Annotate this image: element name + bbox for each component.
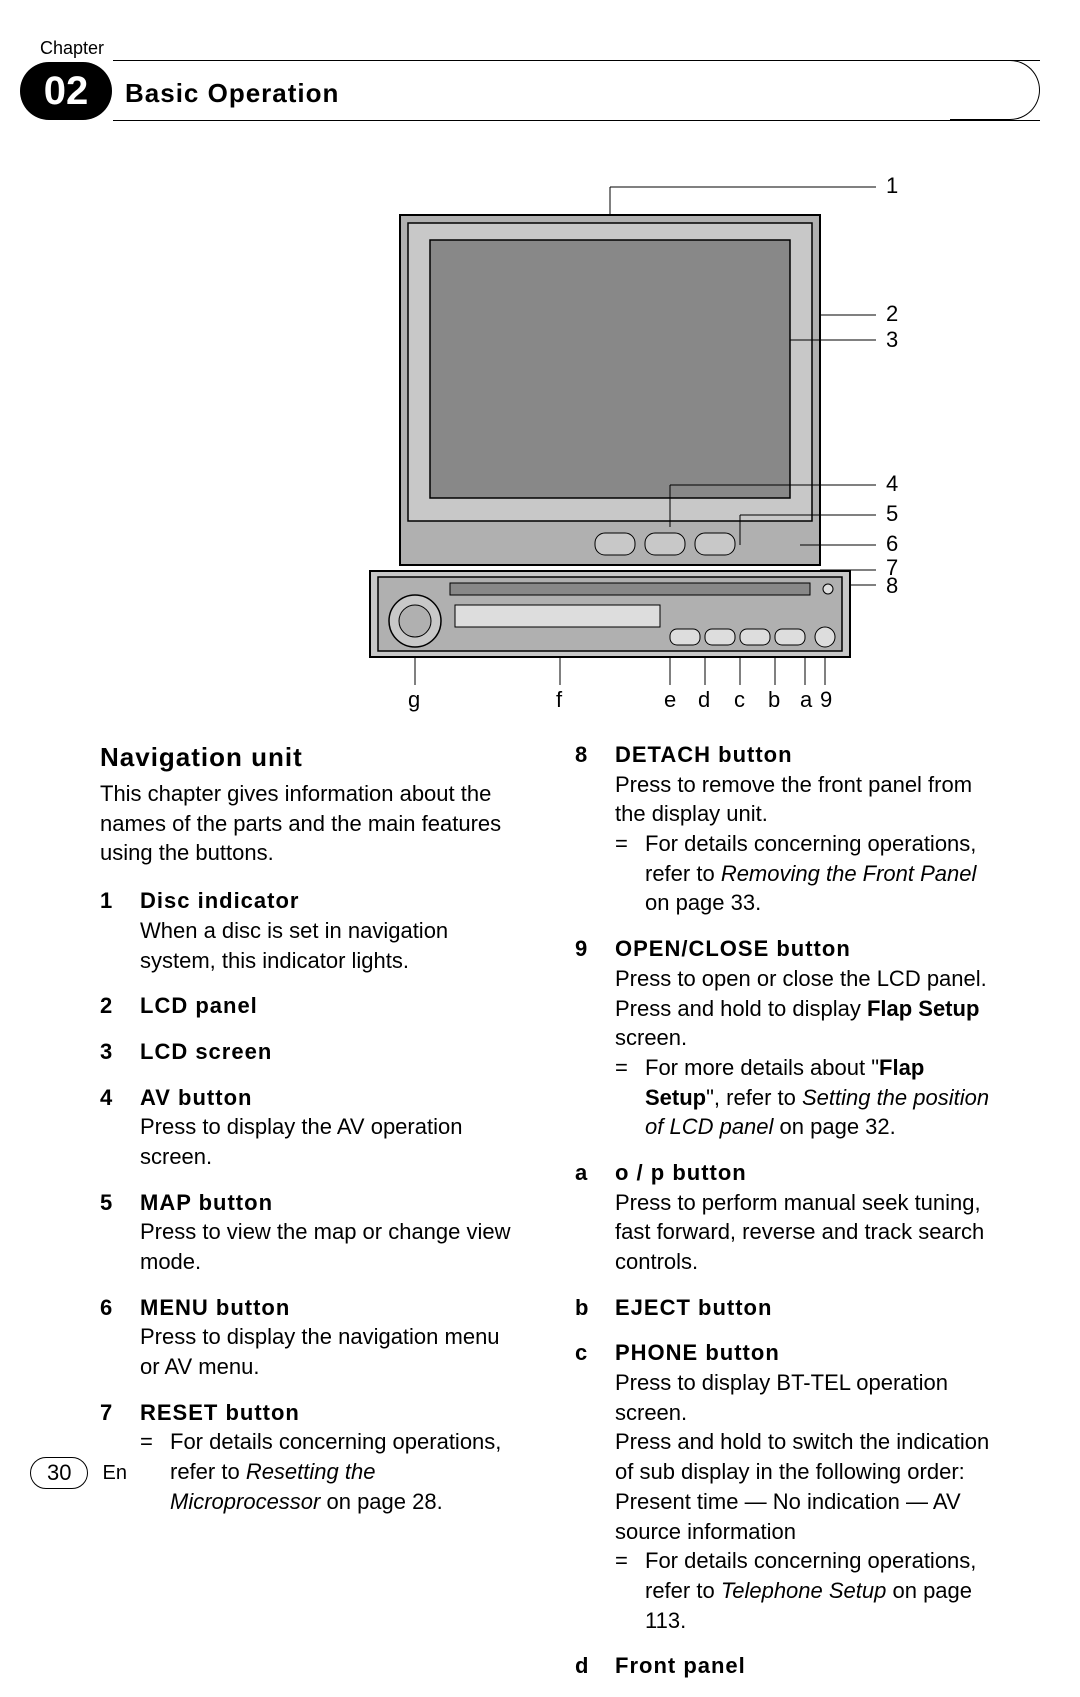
list-item: 6MENU buttonPress to display the navigat…: [100, 1293, 525, 1382]
item-number: 5: [100, 1188, 140, 1218]
list-item: 9OPEN/CLOSE buttonPress to open or close…: [575, 934, 1000, 1142]
callout-3: 3: [886, 327, 898, 352]
item-title: MENU button: [140, 1293, 290, 1323]
list-item: 1Disc indicatorWhen a disc is set in nav…: [100, 886, 525, 975]
list-item: bEJECT button: [575, 1293, 1000, 1323]
chapter-title: Basic Operation: [125, 78, 339, 109]
item-title: AV button: [140, 1083, 252, 1113]
intro-text: This chapter gives information about the…: [100, 779, 525, 868]
left-column: Navigation unit This chapter gives infor…: [100, 740, 525, 1697]
item-description: Press to view the map or change view mod…: [140, 1217, 525, 1276]
item-title: o / p button: [615, 1158, 747, 1188]
item-title: PHONE button: [615, 1338, 780, 1368]
list-item: dFront panel: [575, 1651, 1000, 1681]
page-footer: 30 En: [30, 1457, 127, 1489]
chapter-label: Chapter: [40, 38, 104, 59]
item-title: Disc indicator: [140, 886, 299, 916]
callout-6: 6: [886, 531, 898, 556]
item-number: 2: [100, 991, 140, 1021]
header-rule-top: [113, 60, 1040, 61]
item-number: 4: [100, 1083, 140, 1113]
item-number: 7: [100, 1398, 140, 1428]
cross-reference: Resetting the Microprocessor: [170, 1459, 375, 1514]
item-number: 9: [575, 934, 615, 964]
callout-2: 2: [886, 301, 898, 326]
list-item: 2LCD panel: [100, 991, 525, 1021]
list-item: 7RESET button=For details concerning ope…: [100, 1398, 525, 1517]
item-description: Press to display the navigation menu or …: [140, 1322, 525, 1381]
callout-9: 9: [820, 687, 832, 712]
item-title: MAP button: [140, 1188, 273, 1218]
item-number: c: [575, 1338, 615, 1368]
language-label: En: [102, 1462, 126, 1485]
cross-reference: Removing the Front Panel: [721, 861, 977, 886]
callout-b: b: [768, 687, 780, 712]
callout-4: 4: [886, 471, 898, 496]
item-subnote: =For details concerning operations, refe…: [615, 1546, 1000, 1635]
right-column: 8DETACH buttonPress to remove the front …: [575, 740, 1000, 1697]
callout-e: e: [664, 687, 676, 712]
list-item: ao / p buttonPress to perform manual see…: [575, 1158, 1000, 1277]
item-title: LCD screen: [140, 1037, 272, 1067]
item-number: b: [575, 1293, 615, 1323]
item-number: a: [575, 1158, 615, 1188]
item-subnote: =For more details about "Flap Setup", re…: [615, 1053, 1000, 1142]
item-title: EJECT button: [615, 1293, 772, 1323]
content-columns: Navigation unit This chapter gives infor…: [100, 740, 1000, 1697]
cross-reference: Telephone Setup: [721, 1578, 887, 1603]
item-number: 8: [575, 740, 615, 770]
item-description: Press to perform manual seek tuning, fas…: [615, 1188, 1000, 1277]
header-rule-bottom: [113, 120, 1040, 121]
device-diagram: 1 2 3 4 5 6 7 8 g f e d c b a 9: [300, 175, 940, 715]
item-description: Press to display BT-TEL operation screen…: [615, 1368, 1000, 1546]
list-item: 8DETACH buttonPress to remove the front …: [575, 740, 1000, 918]
item-number: 6: [100, 1293, 140, 1323]
list-item: 3LCD screen: [100, 1037, 525, 1067]
callout-5: 5: [886, 501, 898, 526]
item-number: 1: [100, 886, 140, 916]
callout-8: 8: [886, 573, 898, 598]
callout-c: c: [734, 687, 745, 712]
item-description: Press to open or close the LCD panel.Pre…: [615, 964, 1000, 1053]
item-number: d: [575, 1651, 615, 1681]
list-item: 4AV buttonPress to display the AV operat…: [100, 1083, 525, 1172]
callout-g: g: [408, 687, 420, 712]
section-title: Navigation unit: [100, 740, 525, 775]
callout-a: a: [800, 687, 813, 712]
callout-1: 1: [886, 175, 898, 198]
item-number: 3: [100, 1037, 140, 1067]
item-title: LCD panel: [140, 991, 258, 1021]
list-item: 5MAP buttonPress to view the map or chan…: [100, 1188, 525, 1277]
item-description: When a disc is set in navigation system,…: [140, 916, 525, 975]
list-item: cPHONE buttonPress to display BT-TEL ope…: [575, 1338, 1000, 1635]
chapter-number-badge: 02: [20, 62, 112, 120]
item-title: DETACH button: [615, 740, 793, 770]
page-number: 30: [30, 1457, 88, 1489]
header-arc-bottom: [950, 90, 1040, 120]
item-title: OPEN/CLOSE button: [615, 934, 851, 964]
header-arc-top: [950, 60, 1040, 90]
item-subnote: =For details concerning operations, refe…: [140, 1427, 525, 1516]
callout-f: f: [556, 687, 563, 712]
item-title: Front panel: [615, 1651, 746, 1681]
item-title: RESET button: [140, 1398, 300, 1428]
callout-d: d: [698, 687, 710, 712]
item-subnote: =For details concerning operations, refe…: [615, 829, 1000, 918]
item-description: Press to remove the front panel from the…: [615, 770, 1000, 829]
item-description: Press to display the AV operation screen…: [140, 1112, 525, 1171]
